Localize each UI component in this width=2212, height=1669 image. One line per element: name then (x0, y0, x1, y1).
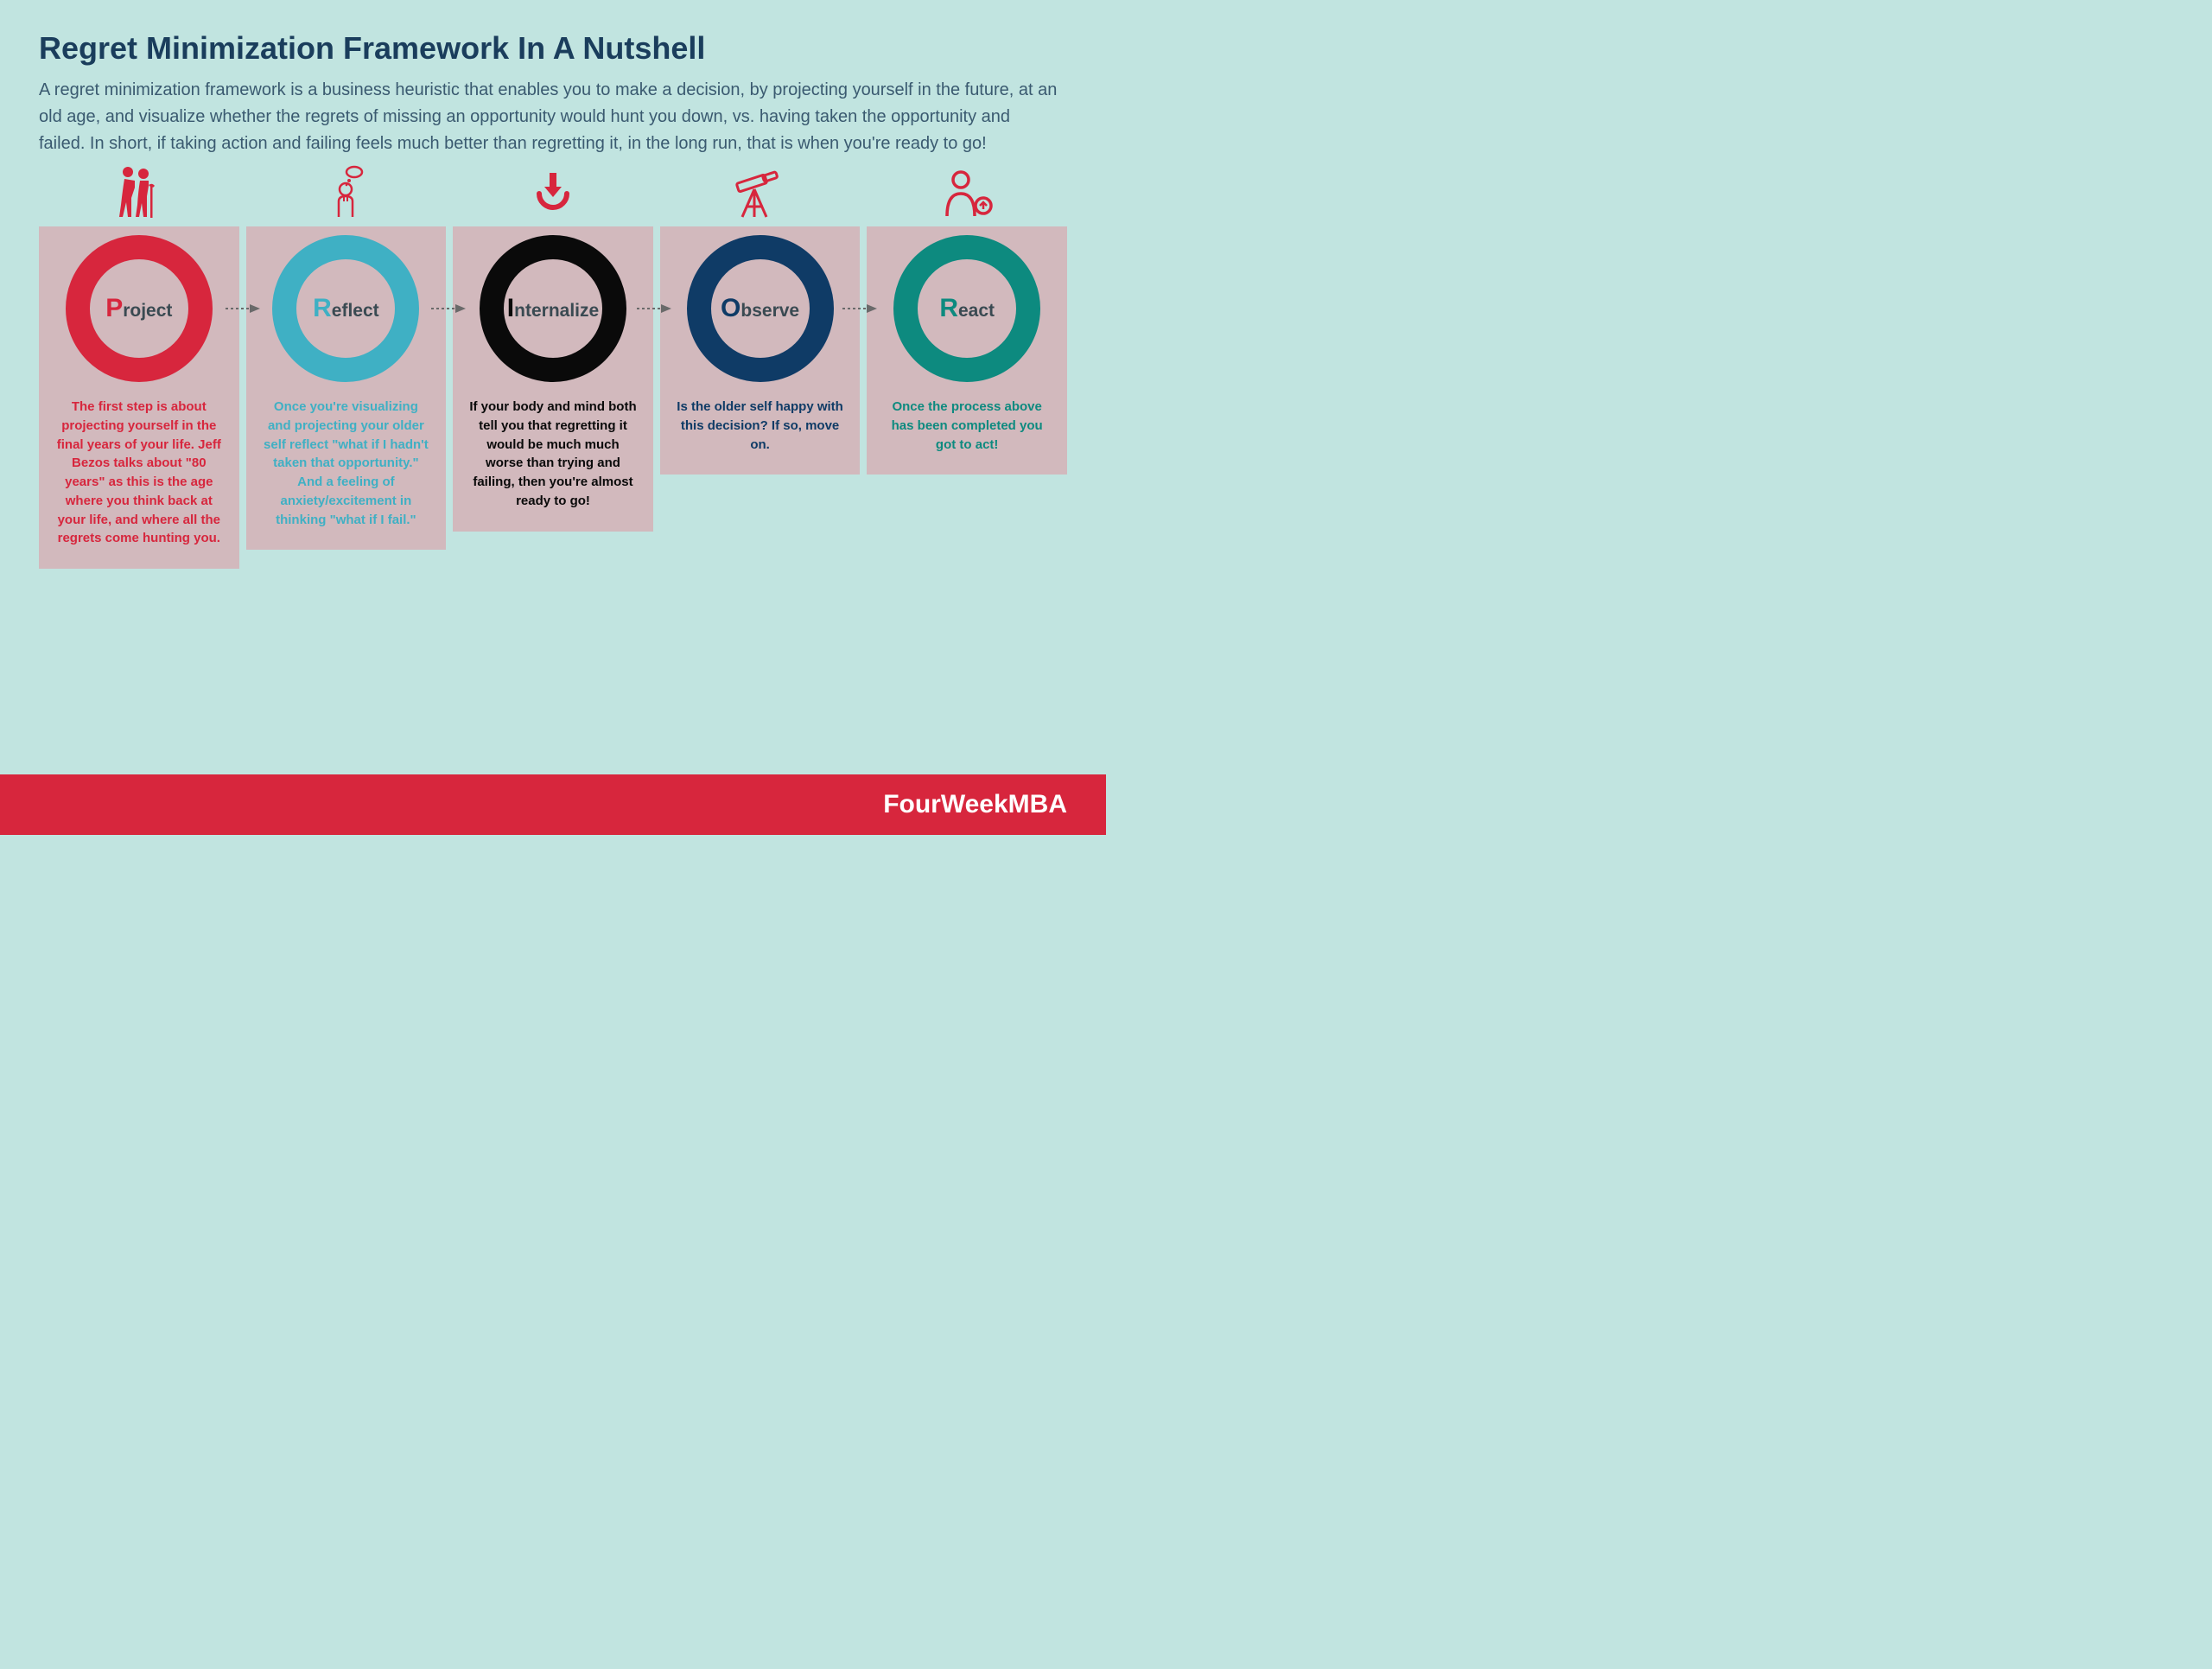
step-rest: eact (958, 301, 995, 321)
step-eact: React Once the process above has been com… (867, 226, 1067, 569)
step-card: Observe Is the older self happy with this… (660, 226, 861, 475)
thinking-person-icon (311, 159, 380, 220)
step-label: Internalize (507, 294, 599, 323)
ring-wrap: Internalize (480, 235, 626, 382)
step-nternalize: Internalize If your body and mind both te… (453, 226, 653, 569)
step-letter: P (105, 294, 123, 322)
step-letter: I (507, 294, 514, 322)
step-label: Observe (721, 294, 799, 323)
footer-bar: FourWeekMBA (0, 774, 1106, 835)
step-label: Project (105, 294, 172, 323)
footer-brand: FourWeekMBA (883, 790, 1067, 819)
page-title: Regret Minimization Framework In A Nutsh… (39, 30, 1067, 67)
down-arrow-circle-icon (518, 159, 588, 220)
step-description: If your body and mind both tell you that… (465, 398, 641, 511)
step-description: Once you're visualizing and projecting y… (258, 398, 435, 529)
step-letter: R (939, 294, 958, 322)
page-subtitle: A regret minimization framework is a bus… (39, 77, 1058, 157)
step-rest: eflect (332, 301, 379, 321)
step-roject: Project The first step is about projectin… (39, 226, 239, 569)
step-bserve: Observe Is the older self happy with this… (660, 226, 861, 569)
step-eflect: Reflect Once you're visualizing and proje… (246, 226, 447, 569)
person-up-icon (932, 159, 1001, 220)
ring-wrap: Project (66, 235, 213, 382)
step-description: Is the older self happy with this decisi… (672, 398, 849, 454)
step-label: Reflect (313, 294, 379, 323)
step-label: React (939, 294, 995, 323)
ring-wrap: React (893, 235, 1040, 382)
elderly-couple-icon (105, 159, 174, 220)
step-rest: bserve (741, 301, 799, 321)
step-card: Internalize If your body and mind both te… (453, 226, 653, 532)
step-rest: nternalize (514, 301, 599, 321)
infographic-content: Regret Minimization Framework In A Nutsh… (0, 0, 1106, 569)
telescope-icon (726, 159, 795, 220)
step-description: The first step is about projecting yours… (51, 398, 227, 548)
step-letter: O (721, 294, 741, 322)
step-card: Reflect Once you're visualizing and proje… (246, 226, 447, 550)
steps-row: Project The first step is about projectin… (39, 226, 1067, 569)
flow-arrow-icon (841, 303, 879, 315)
step-letter: R (313, 294, 332, 322)
step-rest: roject (123, 301, 172, 321)
flow-arrow-icon (635, 303, 673, 315)
step-card: Project The first step is about projectin… (39, 226, 239, 569)
step-description: Once the process above has been complete… (879, 398, 1055, 454)
ring-wrap: Reflect (272, 235, 419, 382)
flow-arrow-icon (224, 303, 262, 315)
flow-arrow-icon (429, 303, 467, 315)
ring-wrap: Observe (687, 235, 834, 382)
step-card: React Once the process above has been com… (867, 226, 1067, 475)
